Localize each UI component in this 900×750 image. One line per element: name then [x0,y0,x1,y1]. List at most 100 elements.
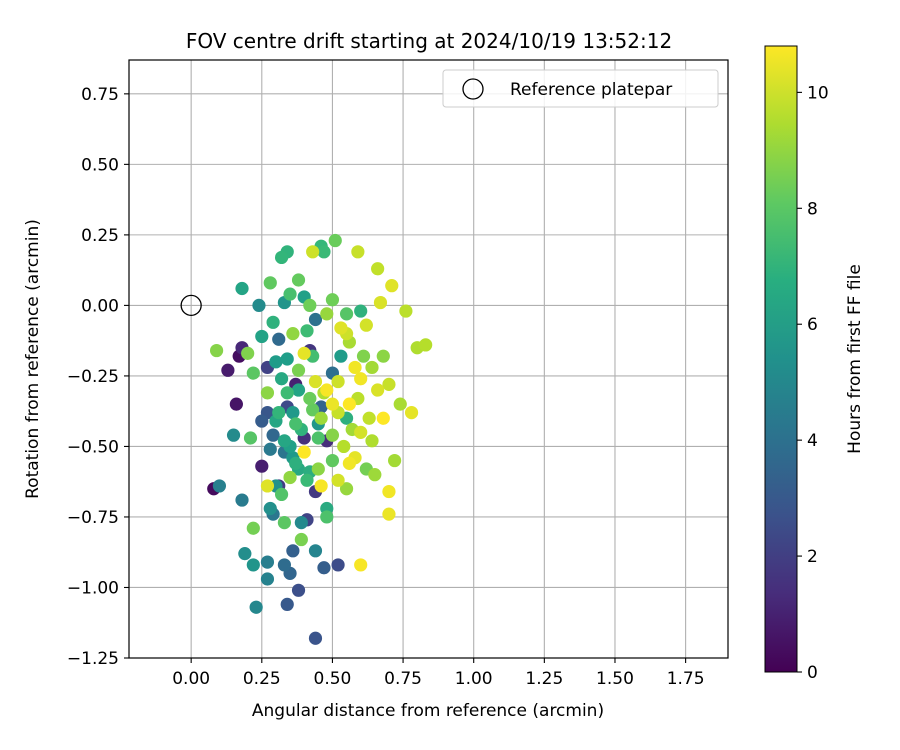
data-point [308,631,323,645]
data-point [303,391,317,406]
data-point [339,482,354,496]
data-point [300,324,314,338]
y-axis-ticks: 0.75 0.50 0.25 0.00 −0.25 −0.50 −0.75 −1.00 −1.2… [67,85,129,669]
data-point [235,281,249,296]
data-point [297,346,311,360]
y-tick-label: −0.25 [67,367,119,387]
data-point [280,386,294,400]
data-point [371,383,385,397]
data-point [306,403,320,417]
legend-marker-icon [462,78,484,100]
data-point [291,363,306,377]
data-point [274,372,289,386]
y-tick-label: −0.50 [67,437,119,457]
data-point [263,501,277,516]
x-tick-label: 1.25 [525,669,563,689]
data-point [354,304,368,318]
data-point [209,343,224,358]
data-point [314,479,328,493]
chart-title: FOV centre drift starting at 2024/10/19 … [186,29,672,53]
data-point [419,338,433,352]
colorbar-tick-label: 2 [807,547,818,567]
x-tick-label: 0.75 [384,669,422,689]
data-point [280,597,294,612]
data-point [348,360,362,375]
plot-frame [128,59,729,659]
data-point [241,346,255,360]
data-point [342,397,356,411]
data-point [387,453,402,468]
data-point [297,445,311,459]
data-point [371,262,385,276]
data-point [260,555,275,569]
data-point [294,516,308,530]
colorbar-ticks: 0 2 4 6 8 10 [797,83,829,683]
data-point [334,321,348,335]
data-point [246,366,260,380]
data-point [393,397,407,411]
data-point [308,374,323,389]
data-point [320,307,334,321]
y-tick-label: −1.00 [67,578,119,598]
colorbar-tick-label: 8 [807,199,818,219]
data-point [255,414,269,428]
data-point [303,298,317,313]
data-point [331,558,345,572]
data-point [283,287,297,301]
data-point [356,349,371,363]
data-point [385,279,399,293]
colorbar-label: Hours from first FF file [845,264,865,454]
data-point [286,327,300,341]
data-point [311,462,325,476]
data-point [277,434,292,448]
data-point [382,484,396,499]
data-point [260,479,275,493]
data-point [263,276,277,290]
data-point [294,532,308,547]
data-point [404,405,419,420]
x-tick-label: 0.00 [172,669,210,689]
y-tick-label: 0.75 [81,85,119,105]
data-point [263,442,277,456]
data-point [314,411,328,425]
data-point [368,468,382,482]
data-point [373,295,388,310]
data-point [255,329,269,344]
data-point [399,304,413,318]
data-point [365,434,379,448]
data-point [339,307,354,321]
data-point [272,332,286,346]
data-point [235,493,249,507]
data-point [289,456,303,470]
data-point [331,374,345,389]
reference-platepar-marker [180,294,202,317]
legend-box [442,69,719,108]
data-point [354,425,368,439]
data-point [317,245,331,259]
data-point [365,360,379,375]
data-point [212,479,227,493]
colorbar-tick-label: 4 [807,431,818,451]
colorbar-tick-label: 10 [807,83,829,103]
data-points [207,233,433,645]
data-point [291,583,306,597]
colorbar: 0 2 4 6 8 10 Hours from first FF file [764,45,865,683]
data-point [342,456,356,470]
legend-label: Reference platepar [510,80,672,100]
data-point [376,411,390,425]
data-point [286,544,300,558]
data-point [291,383,306,397]
data-point [308,312,323,327]
data-point [289,417,303,431]
y-tick-label: 0.00 [81,296,119,316]
x-axis-label: Angular distance from reference (arcmin) [252,701,604,721]
data-point [280,352,294,366]
data-point [277,516,292,530]
y-tick-label: −1.25 [67,649,119,669]
data-point [308,544,323,558]
data-point [325,397,340,411]
data-point [252,298,266,313]
x-tick-label: 0.25 [243,669,281,689]
data-point [283,470,297,485]
data-point [229,397,243,411]
